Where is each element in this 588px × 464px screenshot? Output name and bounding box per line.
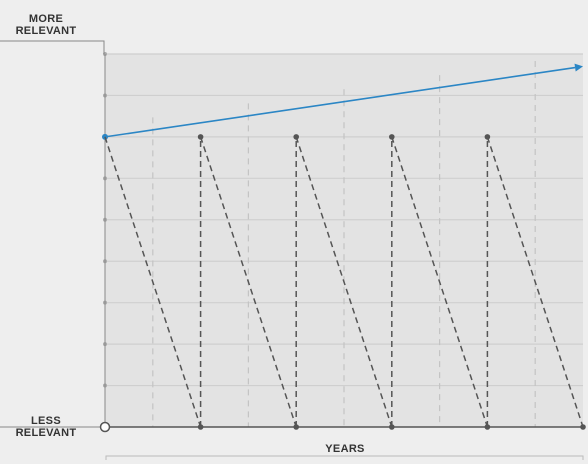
cycle-point: [197, 134, 204, 140]
cycle-point: [580, 424, 586, 430]
cycle-point: [389, 134, 395, 140]
cycle-point: [389, 424, 395, 430]
plot-area: [105, 54, 583, 427]
x-axis-label: YEARS: [325, 443, 364, 455]
cycle-segment: [391, 136, 489, 428]
cycle-segment: [104, 136, 202, 428]
origin-marker: [99, 421, 111, 433]
cycle-point: [197, 424, 204, 430]
top-label-line1: MORE: [29, 13, 63, 25]
x-axis-bracket: [105, 455, 584, 460]
trend-arrowhead: [574, 63, 583, 72]
cycle-segment: [295, 136, 393, 428]
plot-background: [105, 54, 583, 427]
cycle-point: [484, 134, 491, 140]
axes: [0, 40, 584, 460]
bottom-label-line1: LESS: [31, 415, 61, 427]
bottom-label-line2: RELEVANT: [16, 427, 77, 439]
axis-labels: MORE RELEVANT LESS RELEVANT YEARS: [16, 13, 365, 455]
chart-marks: [102, 63, 586, 430]
cycle-point: [293, 134, 300, 140]
trend-line: [104, 66, 576, 138]
y-axis-top-leader: [0, 40, 105, 54]
top-label-line2: RELEVANT: [16, 25, 77, 37]
cycle-point: [293, 424, 300, 430]
cycle-point: [484, 424, 491, 430]
cycle-segment: [486, 136, 584, 428]
cycle-segment: [199, 136, 297, 428]
